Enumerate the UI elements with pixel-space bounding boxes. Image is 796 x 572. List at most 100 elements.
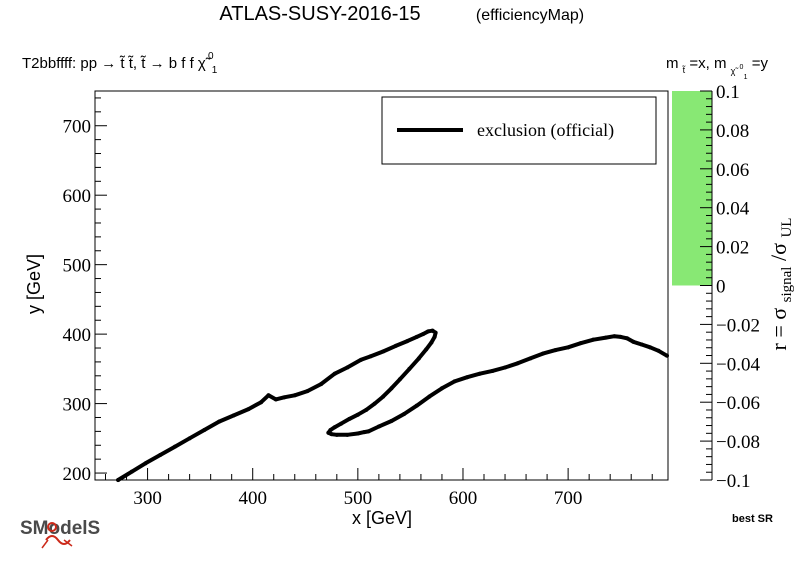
exclusion-point bbox=[414, 334, 419, 339]
exclusion-point bbox=[612, 334, 617, 339]
exclusion-point bbox=[143, 461, 148, 466]
colorbar-label: r = σ signal /σ UL bbox=[766, 218, 796, 351]
process-text: T2bbffff: pp → t̃ t̃, t̃ → b f f χ̃ bbox=[22, 55, 212, 72]
y-tick-label: 200 bbox=[63, 464, 92, 485]
exclusion-point bbox=[381, 394, 386, 399]
x-axis-label: x [GeV] bbox=[352, 508, 412, 528]
chart-subtitle: (efficiencyMap) bbox=[476, 7, 584, 24]
exclusion-point bbox=[477, 371, 482, 376]
colorbar-label-mid: /σ bbox=[766, 243, 791, 261]
colorbar-filled-region bbox=[672, 91, 712, 286]
exclusion-point bbox=[246, 407, 251, 412]
cb-tick-label: −0.1 bbox=[716, 471, 750, 492]
exclusion-point bbox=[116, 478, 121, 482]
exclusion-point bbox=[158, 452, 163, 457]
cb-tick-label: −0.08 bbox=[716, 432, 760, 453]
cb-tick-label: −0.04 bbox=[716, 354, 760, 375]
exclusion-point bbox=[414, 403, 419, 408]
exclusion-point bbox=[452, 379, 457, 384]
exclusion-point bbox=[631, 339, 636, 344]
exclusion-point bbox=[433, 330, 438, 335]
x-tick-label: 300 bbox=[133, 488, 162, 509]
mass-end: =y bbox=[752, 55, 769, 72]
y-tick-label: 600 bbox=[63, 186, 92, 207]
y-tick-label: 400 bbox=[63, 325, 92, 346]
exclusion-point bbox=[424, 347, 429, 352]
exclusion-point bbox=[329, 432, 334, 437]
exclusion-point bbox=[389, 418, 394, 423]
cb-tick-label: 0.08 bbox=[716, 121, 749, 142]
exclusion-point bbox=[421, 332, 426, 337]
exclusion-point bbox=[372, 401, 377, 406]
exclusion-points bbox=[116, 328, 669, 482]
exclusion-point bbox=[368, 354, 373, 359]
exclusion-point bbox=[364, 407, 369, 412]
mass-mid: =x, m bbox=[689, 55, 726, 72]
exclusion-point bbox=[366, 429, 371, 434]
exclusion-point bbox=[355, 412, 360, 417]
exclusion-point bbox=[528, 356, 533, 361]
exclusion-point bbox=[273, 397, 278, 402]
exclusion-curve bbox=[116, 328, 669, 482]
exclusion-point bbox=[332, 425, 337, 430]
mass-sub2-sub: 1 bbox=[744, 74, 748, 81]
legend-label: exclusion (official) bbox=[477, 120, 614, 141]
cb-tick-label: −0.02 bbox=[716, 315, 760, 336]
exclusion-point bbox=[416, 356, 421, 361]
exclusion-point bbox=[202, 427, 207, 432]
exclusion-point bbox=[292, 393, 297, 398]
logo-leg-left-icon bbox=[41, 539, 49, 549]
mass-m1: m bbox=[666, 55, 679, 72]
exclusion-point bbox=[503, 365, 508, 370]
mass-sub2: χ̃ bbox=[731, 66, 740, 76]
exclusion-point bbox=[432, 334, 437, 339]
y-tick-label: 700 bbox=[63, 117, 92, 138]
logo-dot-icon bbox=[47, 522, 57, 532]
exclusion-point bbox=[345, 432, 350, 437]
exclusion-point bbox=[376, 424, 381, 429]
exclusion-point bbox=[358, 357, 363, 362]
exclusion-point bbox=[381, 349, 386, 354]
x-tick-label: 500 bbox=[344, 488, 373, 509]
exclusion-point bbox=[393, 343, 398, 348]
exclusion-point bbox=[540, 351, 545, 356]
x-tick-label: 700 bbox=[554, 488, 583, 509]
mass-sub2-sup: 0 bbox=[740, 64, 744, 71]
mass-label: m t̃ =x, m χ̃ 0 1 =y bbox=[666, 55, 768, 83]
chart-title: ATLAS-SUSY-2016-15 bbox=[219, 3, 420, 25]
exclusion-point bbox=[426, 329, 431, 334]
exclusion-point bbox=[389, 386, 394, 391]
exclusion-point bbox=[429, 340, 434, 345]
exclusion-point bbox=[648, 345, 653, 350]
exclusion-point bbox=[217, 419, 222, 424]
exclusion-point bbox=[345, 365, 350, 370]
exclusion-point bbox=[339, 421, 344, 426]
exclusion-point bbox=[172, 444, 177, 449]
exclusion-point bbox=[664, 353, 669, 358]
exclusion-point bbox=[334, 432, 339, 437]
exclusion-point bbox=[639, 342, 644, 347]
exclusion-point bbox=[603, 335, 608, 340]
exclusion-point bbox=[328, 427, 333, 432]
exclusion-point bbox=[427, 394, 432, 399]
legend: exclusion (official) bbox=[381, 96, 657, 165]
colorbar-ticks: 0.1 0.08 0.06 0.04 0.02 0 −0.02 −0.04 −0.06 −0.08… bbox=[700, 82, 760, 492]
exclusion-point bbox=[187, 436, 192, 441]
y-axis-label: y [GeV] bbox=[24, 254, 44, 314]
cb-tick-label: −0.06 bbox=[716, 393, 760, 414]
exclusion-point bbox=[362, 430, 367, 435]
exclusion-point bbox=[326, 430, 331, 435]
best-sr-label: best SR bbox=[732, 513, 773, 525]
exclusion-point bbox=[591, 337, 596, 342]
exclusion-point bbox=[129, 469, 134, 474]
exclusion-point bbox=[465, 375, 470, 380]
exclusion-point bbox=[266, 393, 271, 398]
y-axis: 200 300 400 500 600 700 bbox=[63, 97, 107, 485]
exclusion-point bbox=[282, 395, 287, 400]
smodels-logo: SModelS bbox=[20, 518, 100, 549]
exclusion-point bbox=[624, 336, 629, 341]
process-sub: 1 bbox=[212, 65, 218, 76]
exclusion-point bbox=[397, 377, 402, 382]
exclusion-point bbox=[347, 416, 352, 421]
